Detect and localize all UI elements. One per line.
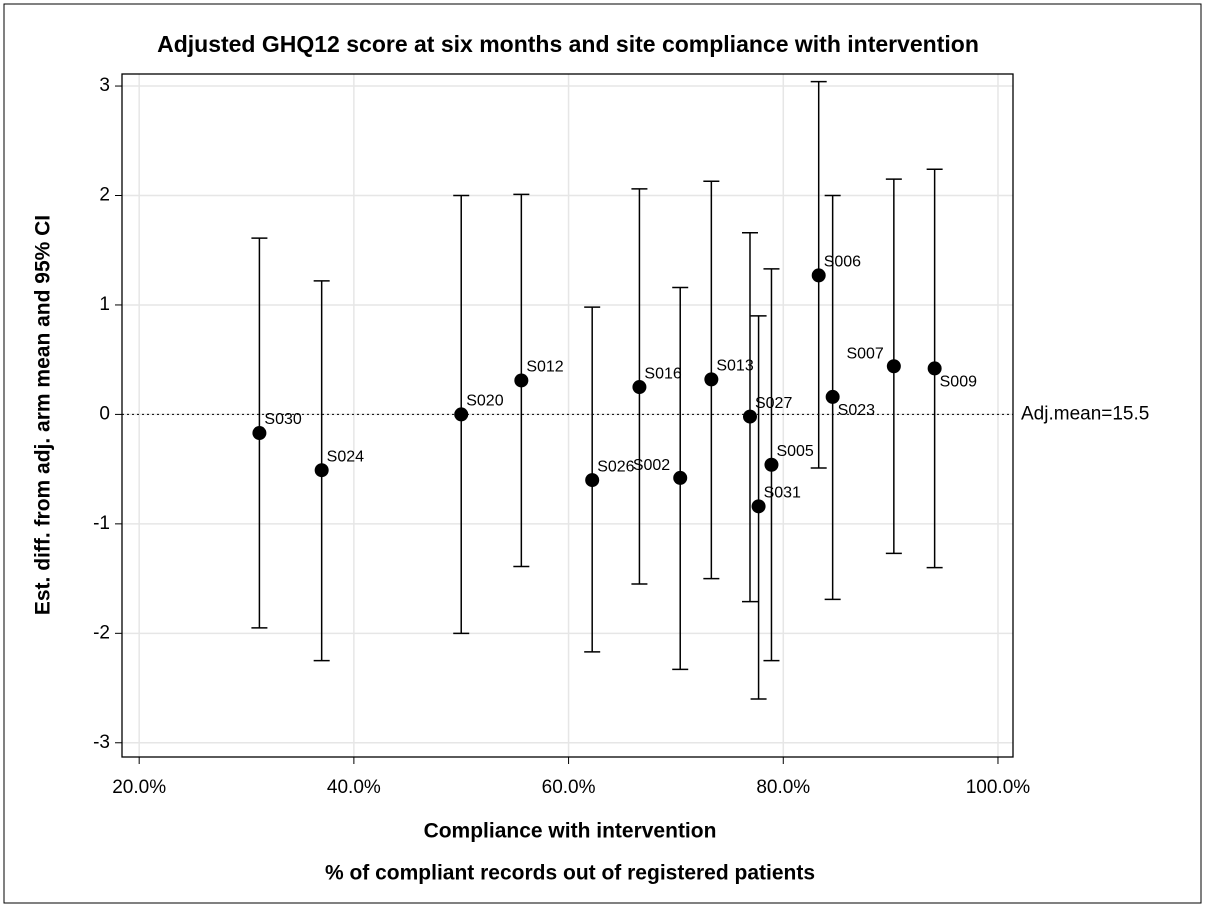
point-label: S026 [597,458,634,475]
point [742,409,757,424]
point [764,457,779,472]
y-tick-label: -3 [93,732,110,753]
x-tick-label: 40.0% [327,777,381,798]
point-label: S030 [264,411,301,428]
x-axis-sublabel: % of compliant records out of registered… [325,862,815,885]
y-axis-label: Est. diff. from adj. arm mean and 95% CI [32,215,55,615]
point [673,470,688,485]
y-tick-label: -1 [93,513,110,534]
point-label: S013 [716,358,753,375]
chart-title: Adjusted GHQ12 score at six months and s… [157,31,979,57]
x-tick-label: 20.0% [112,777,166,798]
frame [3,3,1202,904]
point-label: S027 [755,395,792,412]
plot-area [121,73,1014,758]
point [314,463,329,478]
x-tick-label: 80.0% [756,777,810,798]
point-label: S024 [327,448,364,465]
x-tick-label: 100.0% [966,777,1031,798]
point [825,389,840,404]
reference-label: Adj.mean=15.5 [1021,403,1149,424]
point [514,373,529,388]
point [927,361,942,376]
y-tick-label: 3 [99,75,110,96]
point [585,473,600,488]
y-tick-label: 0 [99,403,110,424]
point [886,359,901,374]
point-label: S031 [764,485,801,502]
point-label: S012 [526,359,563,376]
x-tick-label: 60.0% [542,777,596,798]
point [252,426,267,441]
point-label: S009 [940,374,977,391]
y-tick-label: -2 [93,622,110,643]
point-label: S020 [466,393,503,410]
point [632,380,647,395]
point-label: S016 [644,365,681,382]
point [454,407,469,422]
point-label: S023 [838,402,875,419]
point-label: S005 [776,443,813,460]
point-label: S006 [824,254,861,271]
point-label: S002 [633,457,670,474]
point [704,372,719,387]
y-tick-label: 2 [99,185,110,206]
point [751,499,766,514]
y-tick-label: 1 [99,294,110,315]
x-axis-label: Compliance with intervention [424,820,717,843]
point-label: S007 [846,345,883,362]
point [811,268,826,283]
